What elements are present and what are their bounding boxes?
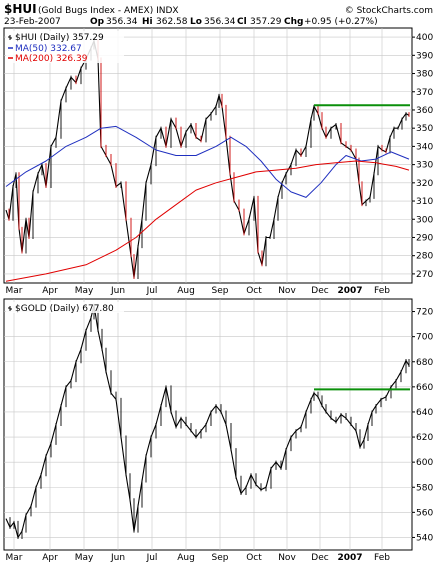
close-value: 357.29	[250, 17, 282, 27]
hui-y-tick-label: 390	[416, 51, 433, 61]
hui-x-tick-label: Aug	[177, 286, 195, 296]
open-label: Op	[90, 17, 105, 27]
gold-x-tick-label: Oct	[246, 553, 262, 563]
low-label: Lo	[190, 17, 202, 27]
hui-series-line-2	[5, 160, 410, 282]
hui-y-tick-label: 300	[416, 215, 433, 225]
gold-y-tick-label: 720	[416, 308, 433, 318]
gold-legend-bg	[6, 302, 124, 313]
gold-y-tick-label: 640	[416, 408, 433, 418]
gold-legend-title: $GOLD (Daily) 677.80	[15, 304, 114, 314]
hui-legend-ma200-label: MA(200) 326.39	[15, 54, 88, 64]
hui-plot-frame	[3, 27, 413, 284]
gold-y-tick-label: 680	[416, 358, 433, 368]
gold-y-tick-label: 620	[416, 433, 433, 443]
hui-y-tick-label: 290	[416, 233, 433, 243]
gold-x-tick-label: May	[75, 553, 94, 563]
gold-y-tick-label: 580	[416, 483, 433, 493]
hui-x-tick-label: May	[75, 286, 94, 296]
gold-x-tick-label: Aug	[177, 553, 195, 563]
gold-panel: 540 560 580 600 620 640 660 680 700 720 Mar Apr May J…	[3, 298, 433, 563]
hui-y-tick-label: 310	[416, 197, 433, 207]
brand-watermark: © StockCharts.com	[345, 6, 433, 16]
hui-y-tick-label: 380	[416, 70, 433, 80]
hui-x-tick-label: Sep	[212, 286, 229, 296]
close-label: Cl	[237, 17, 247, 27]
gold-y-tick-label: 560	[416, 508, 433, 518]
hui-y-tick-label: 280	[416, 252, 433, 262]
gold-x-tick-label: Mar	[6, 553, 23, 563]
gold-x-tick-label: Feb	[374, 553, 390, 563]
change-value: +0.95 (+0.27%)	[304, 17, 378, 27]
open-value: 356.34	[106, 17, 138, 27]
hui-series-line-1	[5, 125, 410, 198]
hui-y-tick-label: 400	[416, 33, 433, 43]
hui-x-tick-label: Nov	[278, 286, 296, 296]
gold-legend: $GOLD (Daily) 677.80	[6, 302, 124, 314]
gold-y-tick-label: 700	[416, 333, 433, 343]
hui-series-line-0	[5, 40, 410, 279]
gold-x-tick-label: Jun	[110, 553, 125, 563]
gold-x-tick-label: 2007	[337, 553, 362, 563]
hui-legend-ma50-label: MA(50) 332.67	[15, 44, 82, 54]
hui-y-tick-label: 330	[416, 161, 433, 171]
gold-x-tick-label: Sep	[212, 553, 229, 563]
hui-y-tick-label: 360	[416, 106, 433, 116]
high-label: Hi	[142, 17, 153, 27]
hui-y-tick-label: 350	[416, 124, 433, 134]
high-value: 362.58	[156, 17, 188, 27]
gold-y-tick-label: 660	[416, 383, 433, 393]
gold-y-tick-label: 600	[416, 458, 433, 468]
hui-x-tick-label: Jun	[110, 286, 125, 296]
hui-y-tick-label: 270	[416, 270, 433, 280]
hui-x-tick-label: Apr	[42, 286, 58, 296]
hui-legend-bar-icon	[8, 35, 12, 40]
change-label: Chg	[284, 17, 303, 27]
hui-y-tick-label: 320	[416, 179, 433, 189]
hui-x-tick-label: Oct	[246, 286, 262, 296]
gold-y-tick-label: 540	[416, 533, 433, 543]
hui-x-tick-label: Mar	[6, 286, 23, 296]
hui-x-tick-label: Dec	[311, 286, 328, 296]
hui-y-tick-label: 340	[416, 142, 433, 152]
hui-x-tick-label: Jul	[146, 286, 158, 296]
chart-description: (Gold Bugs Index - AMEX) INDX	[38, 6, 179, 16]
gold-legend-bar-icon	[8, 306, 12, 311]
chart-date: 23-Feb-2007	[4, 17, 61, 27]
gold-x-tick-label: Jul	[146, 553, 158, 563]
gold-x-tick-label: Nov	[278, 553, 296, 563]
hui-x-tick-label: 2007	[337, 286, 362, 296]
hui-legend-title: $HUI (Daily) 357.29	[15, 33, 104, 43]
hui-legend-bg	[6, 31, 124, 63]
gold-x-tick-label: Apr	[42, 553, 58, 563]
hui-panel: 270 280 290 300 310 320 330 340 350 360 370 380 390 4…	[3, 27, 433, 296]
gold-plot-frame	[3, 298, 413, 551]
hui-y-tick-label: 370	[416, 88, 433, 98]
chart-symbol: $HUI	[4, 2, 37, 16]
gold-x-tick-label: Dec	[311, 553, 328, 563]
low-value: 356.34	[204, 17, 236, 27]
hui-x-tick-label: Feb	[374, 286, 390, 296]
